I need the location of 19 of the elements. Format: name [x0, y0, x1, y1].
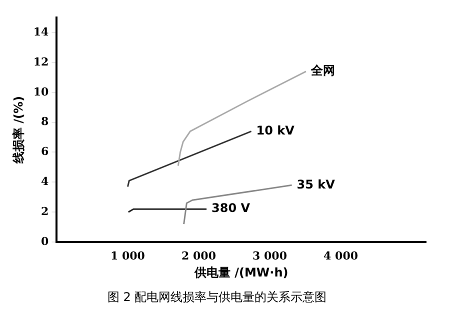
y-tick-label: 4 [41, 175, 50, 188]
series-label: 全网 [310, 64, 335, 78]
series-label: 35 kV [296, 177, 336, 192]
y-tick-label: 14 [33, 25, 50, 38]
y-tick-label: 12 [33, 55, 49, 68]
x-tick-label: 4 000 [324, 249, 358, 262]
x-tick-label: 3 000 [252, 249, 288, 262]
x-axis-title: 供电量 /(MW·h) [193, 266, 288, 280]
y-tick-label: 0 [41, 234, 50, 248]
y-tick-label: 8 [41, 115, 50, 128]
x-tick-label: 1 000 [110, 249, 146, 262]
series-label: 380 V [212, 201, 251, 216]
x-tick-label: 2 000 [182, 249, 216, 262]
y-tick-label: 10 [33, 85, 50, 98]
y-tick-label: 6 [41, 145, 50, 158]
y-axis-title: 线损率 /(%) [11, 96, 26, 165]
text: 图 2 配电网线损率与供电量的关系示意图 [107, 290, 327, 304]
y-tick-label: 2 [41, 204, 49, 218]
series-label: 10 kV [256, 123, 296, 138]
